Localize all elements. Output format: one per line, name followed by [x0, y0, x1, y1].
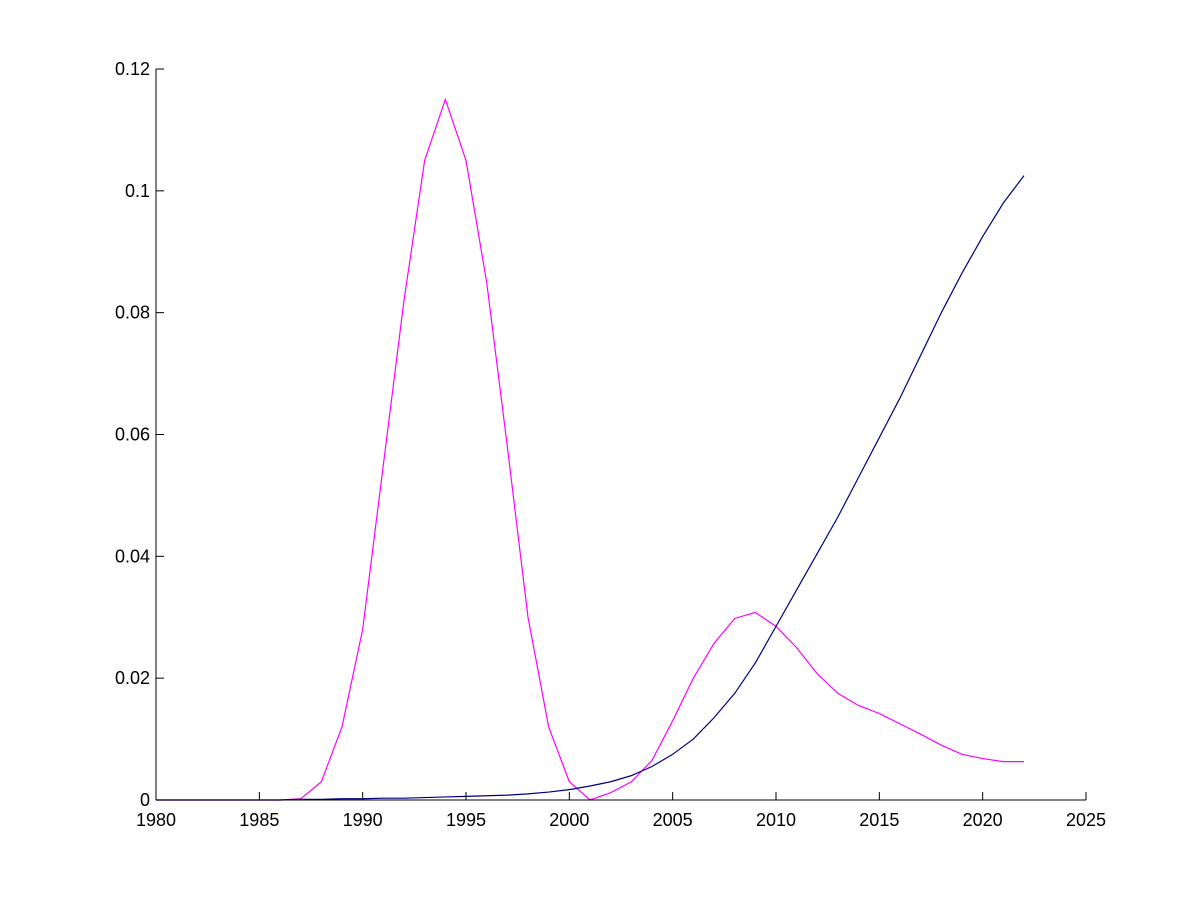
x-tick-label: 1995	[446, 810, 486, 830]
x-tick-label: 1985	[239, 810, 279, 830]
axes-layer	[155, 69, 1086, 801]
x-tick-label: 1990	[343, 810, 383, 830]
x-tick-label: 2000	[549, 810, 589, 830]
y-tick-label: 0.12	[115, 59, 150, 79]
y-tick-label: 0.02	[115, 668, 150, 688]
series-layer	[156, 97, 1025, 801]
x-tick-label: 2020	[963, 810, 1003, 830]
y-tick-label: 0.04	[115, 546, 150, 566]
x-tick-label: 2005	[653, 810, 693, 830]
series-line-2	[156, 175, 1025, 801]
x-tick-label: 2010	[756, 810, 796, 830]
y-tick-label: 0	[140, 790, 150, 810]
y-tick-label: 0.06	[115, 425, 150, 445]
y-tick-label: 0.1	[125, 181, 150, 201]
y-ticks: 0 0.02 0.04 0.06 0.08 0.1 0.12	[115, 59, 164, 810]
y-tick-label: 0.08	[115, 303, 150, 323]
x-tick-label: 2015	[859, 810, 899, 830]
x-tick-label: 1980	[136, 810, 176, 830]
series-line-1	[156, 97, 1024, 801]
x-tick-label: 2025	[1066, 810, 1106, 830]
x-ticks: 1980 1985 1990 1995 2000 2005 2010 2015 2020 2025	[136, 792, 1106, 830]
